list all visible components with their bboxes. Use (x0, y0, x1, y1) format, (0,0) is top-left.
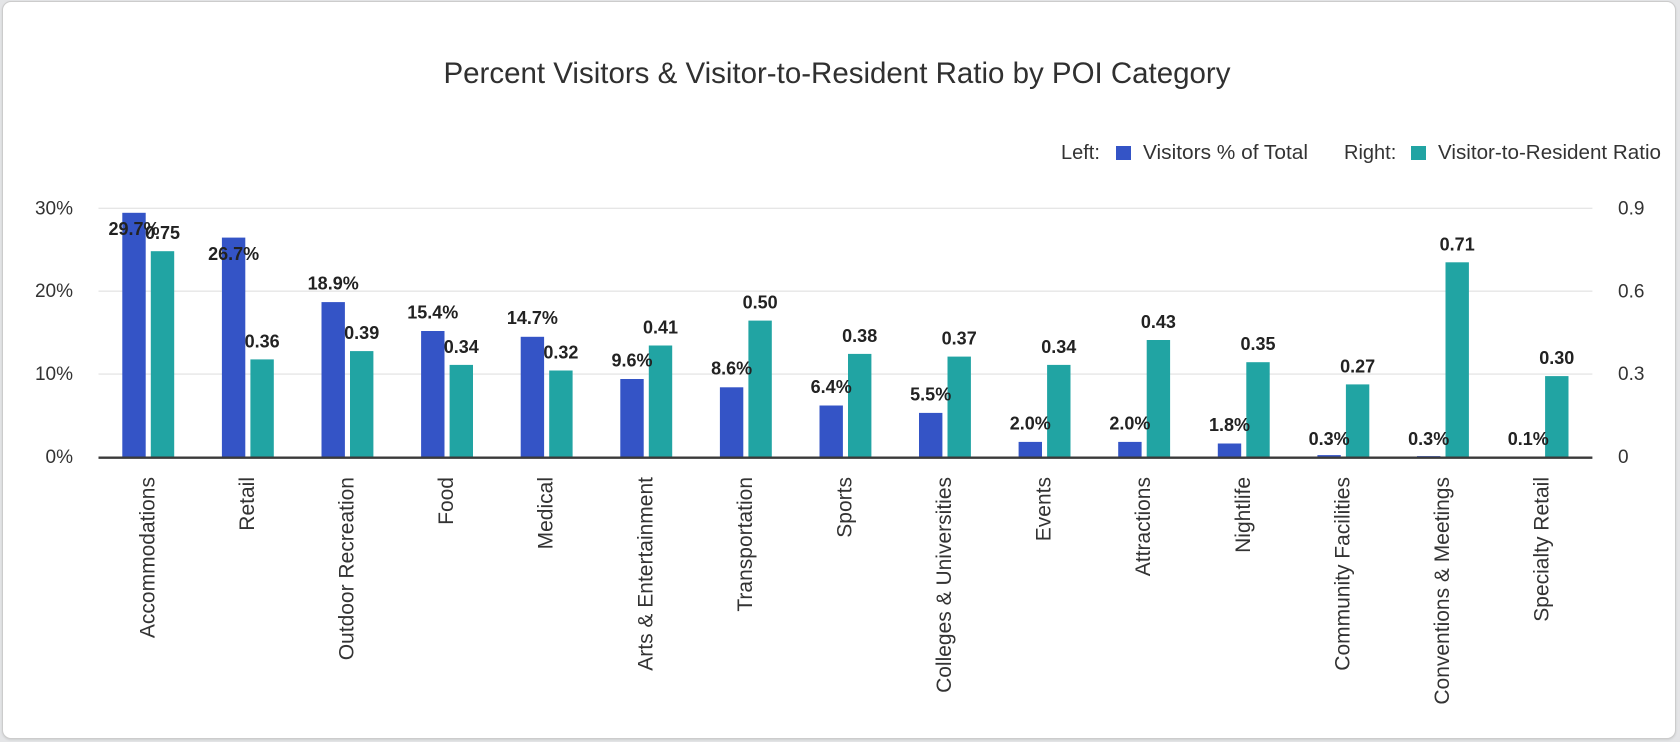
svg-text:0.35: 0.35 (1240, 334, 1275, 354)
svg-text:0.38: 0.38 (842, 326, 877, 346)
svg-text:0.34: 0.34 (444, 337, 479, 357)
svg-text:Events: Events (1033, 477, 1056, 541)
svg-text:0: 0 (1618, 447, 1629, 468)
svg-text:0.36: 0.36 (245, 331, 280, 351)
svg-text:Percent Visitors & Visitor-to-: Percent Visitors & Visitor-to-Resident R… (444, 57, 1231, 90)
svg-text:Right:: Right: (1344, 142, 1396, 164)
svg-text:Visitors % of Total: Visitors % of Total (1143, 142, 1308, 164)
svg-text:Accommodations: Accommodations (136, 477, 159, 638)
svg-text:0.32: 0.32 (543, 343, 578, 363)
svg-text:Arts & Entertainment: Arts & Entertainment (634, 477, 657, 671)
svg-text:Visitor-to-Resident Ratio: Visitor-to-Resident Ratio (1438, 142, 1661, 164)
svg-text:18.9%: 18.9% (308, 274, 359, 294)
svg-text:1.8%: 1.8% (1209, 415, 1250, 435)
svg-text:0.50: 0.50 (743, 293, 778, 313)
svg-text:Attractions: Attractions (1132, 477, 1155, 576)
svg-text:0.3%: 0.3% (1309, 429, 1350, 449)
svg-text:14.7%: 14.7% (507, 308, 558, 328)
svg-text:8.6%: 8.6% (711, 359, 752, 379)
svg-text:Food: Food (435, 477, 458, 525)
svg-text:0.71: 0.71 (1440, 234, 1475, 254)
svg-text:9.6%: 9.6% (611, 350, 652, 370)
svg-text:0.3%: 0.3% (1408, 429, 1449, 449)
svg-text:Sports: Sports (834, 477, 857, 538)
svg-text:29.7%: 29.7% (108, 219, 159, 239)
svg-text:Nightlife: Nightlife (1232, 477, 1255, 553)
svg-text:2.0%: 2.0% (1109, 413, 1150, 433)
svg-text:0.3: 0.3 (1618, 364, 1644, 385)
svg-text:5.5%: 5.5% (910, 384, 951, 404)
svg-text:Left:: Left: (1061, 142, 1100, 164)
svg-text:20%: 20% (35, 281, 73, 302)
svg-text:0.39: 0.39 (344, 323, 379, 343)
svg-text:Community Facilities: Community Facilities (1331, 477, 1354, 671)
svg-text:0.6: 0.6 (1618, 281, 1644, 302)
svg-text:26.7%: 26.7% (208, 244, 259, 264)
svg-text:Retail: Retail (236, 477, 259, 531)
svg-text:0.9: 0.9 (1618, 198, 1644, 219)
svg-text:0.30: 0.30 (1539, 348, 1574, 368)
svg-text:2.0%: 2.0% (1010, 413, 1051, 433)
svg-text:Specialty Retail: Specialty Retail (1531, 477, 1554, 622)
svg-text:Outdoor Recreation: Outdoor Recreation (336, 477, 359, 660)
svg-text:30%: 30% (35, 198, 73, 219)
svg-text:0.1%: 0.1% (1508, 429, 1549, 449)
svg-text:Conventions & Meetings: Conventions & Meetings (1431, 477, 1454, 705)
svg-text:Medical: Medical (535, 477, 558, 549)
svg-text:0.41: 0.41 (643, 318, 678, 338)
svg-text:6.4%: 6.4% (811, 377, 852, 397)
svg-text:0.37: 0.37 (942, 329, 977, 349)
svg-text:0.27: 0.27 (1340, 356, 1375, 376)
svg-text:15.4%: 15.4% (407, 302, 458, 322)
svg-text:Colleges & Universities: Colleges & Universities (933, 477, 956, 693)
svg-text:10%: 10% (35, 364, 73, 385)
svg-text:0%: 0% (46, 447, 74, 468)
svg-text:0.43: 0.43 (1141, 312, 1176, 332)
svg-text:Transportation: Transportation (734, 477, 757, 612)
svg-text:0.75: 0.75 (145, 223, 180, 243)
svg-text:0.34: 0.34 (1041, 337, 1076, 357)
